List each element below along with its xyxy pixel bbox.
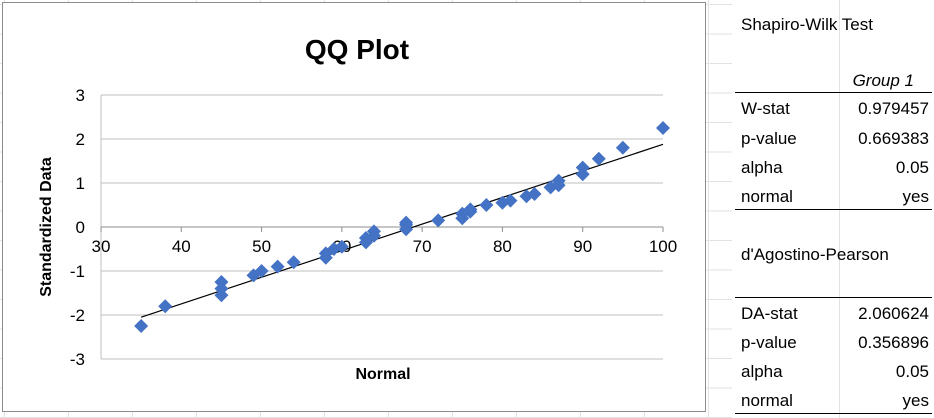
data-point bbox=[591, 151, 606, 166]
y-tick-label: -3 bbox=[70, 350, 85, 369]
da-table-rule-top bbox=[735, 297, 932, 298]
data-point bbox=[615, 140, 630, 155]
y-tick-label: 3 bbox=[76, 86, 85, 105]
qq-plot-chart[interactable]: QQ Plot3210-1-2-330405060708090100Normal… bbox=[2, 2, 706, 412]
data-point bbox=[656, 121, 670, 135]
data-point bbox=[286, 255, 301, 270]
dagostino-title: d'Agostino-Pearson bbox=[741, 245, 889, 264]
shapiro-value-normal: yes bbox=[902, 187, 929, 206]
data-point bbox=[366, 224, 381, 239]
group-header: Group 1 bbox=[852, 71, 914, 90]
da-label-alpha: alpha bbox=[741, 362, 783, 381]
data-point bbox=[158, 299, 173, 314]
shapiro-label-pvalue: p-value bbox=[741, 129, 797, 148]
data-point bbox=[527, 187, 542, 201]
x-tick-label: 90 bbox=[573, 237, 592, 256]
data-point bbox=[334, 239, 349, 254]
data-point bbox=[463, 202, 478, 217]
data-point bbox=[254, 264, 269, 278]
qq-plot-svg: QQ Plot3210-1-2-330405060708090100Normal… bbox=[38, 34, 677, 383]
data-point bbox=[479, 198, 494, 212]
y-tick-label: -1 bbox=[70, 262, 85, 281]
da-value-pvalue: 0.356896 bbox=[858, 333, 929, 352]
x-tick-label: 70 bbox=[413, 237, 432, 256]
da-label-stat: DA-stat bbox=[741, 304, 798, 323]
shapiro-label-alpha: alpha bbox=[741, 158, 783, 177]
shapiro-label-wstat: W-stat bbox=[741, 99, 790, 118]
data-point bbox=[214, 275, 229, 289]
data-point bbox=[270, 259, 285, 274]
shapiro-value-wstat: 0.979457 bbox=[858, 99, 929, 118]
shapiro-value-alpha: 0.05 bbox=[895, 158, 929, 177]
data-point bbox=[575, 160, 590, 175]
x-tick-label: 100 bbox=[649, 237, 677, 256]
table-rule-top bbox=[735, 92, 932, 93]
data-point bbox=[503, 193, 518, 208]
x-tick-label: 30 bbox=[92, 237, 111, 256]
da-label-pvalue: p-value bbox=[741, 333, 797, 352]
data-point bbox=[134, 319, 149, 333]
x-tick-label: 80 bbox=[493, 237, 512, 256]
chart-title: QQ Plot bbox=[305, 34, 409, 65]
y-tick-label: 2 bbox=[76, 130, 85, 149]
data-point bbox=[399, 215, 414, 230]
da-value-normal: yes bbox=[902, 391, 929, 410]
da-label-normal: normal bbox=[741, 391, 793, 410]
data-point bbox=[431, 213, 446, 228]
x-tick-label: 40 bbox=[172, 237, 191, 256]
y-tick-label: 1 bbox=[76, 174, 85, 193]
y-axis-title: Standardized Data bbox=[38, 157, 55, 297]
da-table-rule-bottom bbox=[735, 413, 932, 414]
y-tick-label: 0 bbox=[76, 218, 85, 237]
da-value-stat: 2.060624 bbox=[858, 304, 929, 323]
da-value-alpha: 0.05 bbox=[895, 362, 929, 381]
y-tick-label: -2 bbox=[70, 306, 85, 325]
table-rule-bottom bbox=[735, 209, 932, 210]
shapiro-title: Shapiro-Wilk Test bbox=[741, 15, 873, 34]
x-axis-title: Normal bbox=[355, 366, 410, 383]
shapiro-value-pvalue: 0.669383 bbox=[858, 129, 929, 148]
shapiro-label-normal: normal bbox=[741, 187, 793, 206]
x-tick-label: 50 bbox=[252, 237, 271, 256]
data-point bbox=[551, 173, 566, 188]
